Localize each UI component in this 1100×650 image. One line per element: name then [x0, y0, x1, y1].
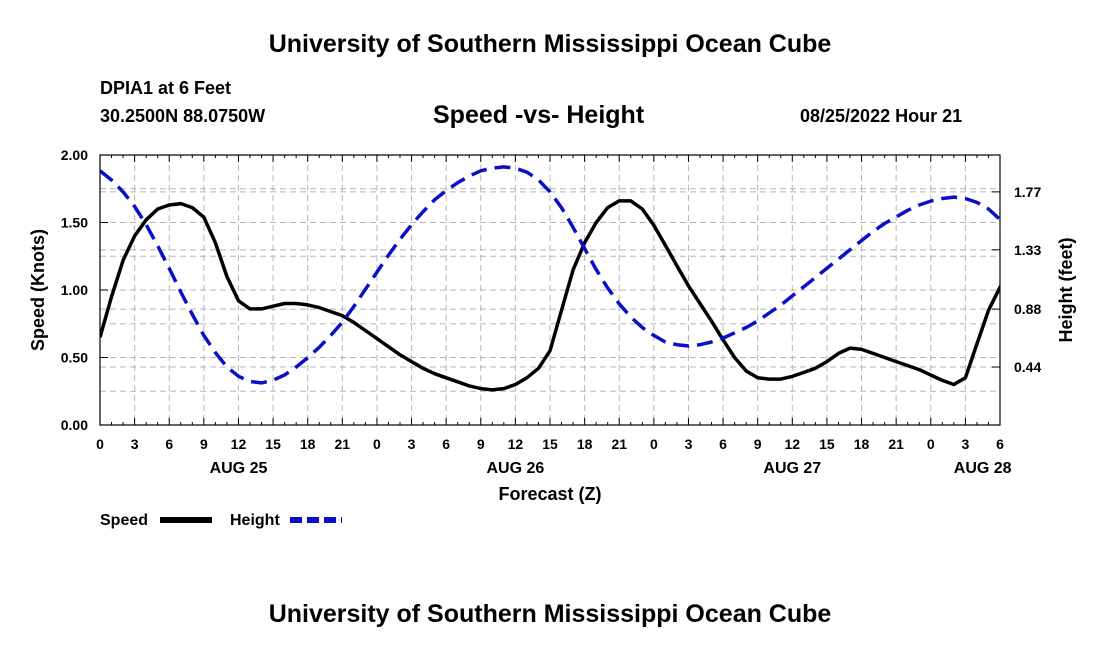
- x-tick-label: 12: [508, 436, 524, 452]
- x-tick-label: 0: [650, 436, 658, 452]
- y-tick-label: 2.00: [61, 147, 88, 163]
- x-date-label: AUG 27: [763, 460, 821, 477]
- x-axis-title: Forecast (Z): [498, 484, 601, 504]
- x-tick-label: 9: [477, 436, 485, 452]
- series-line-height: [100, 165, 1000, 385]
- x-tick-label: 21: [335, 436, 351, 452]
- y-tick-label: 0.50: [61, 350, 88, 366]
- x-tick-label: 18: [577, 436, 593, 452]
- x-tick-label: 9: [200, 436, 208, 452]
- y2-tick-label: 1.77: [1014, 184, 1041, 200]
- y2-tick-label: 0.88: [1014, 301, 1041, 317]
- x-tick-label: 6: [719, 436, 727, 452]
- x-tick-label: 21: [888, 436, 904, 452]
- y-tick-label: 1.00: [61, 282, 88, 298]
- y-axis-title: Speed (Knots): [28, 229, 48, 351]
- x-tick-label: 0: [373, 436, 381, 452]
- forecast-datetime: 08/25/2022 Hour 21: [800, 106, 963, 126]
- station-label: DPIA1 at 6 Feet: [100, 78, 232, 98]
- y-tick-label: 1.50: [61, 215, 88, 231]
- x-date-label: AUG 25: [210, 460, 268, 477]
- x-tick-label: 0: [96, 436, 104, 452]
- x-tick-label: 12: [785, 436, 801, 452]
- x-tick-label: 15: [542, 436, 558, 452]
- y2-tick-label: 0.44: [1014, 359, 1041, 375]
- legend-label-height: Height: [230, 512, 280, 529]
- x-tick-label: 12: [231, 436, 247, 452]
- series-line-speed: [100, 199, 1000, 392]
- x-tick-label: 9: [754, 436, 762, 452]
- x-date-label: AUG 26: [486, 460, 544, 477]
- chart-subtitle: Speed -vs- Height: [433, 101, 645, 129]
- x-tick-label: 0: [927, 436, 935, 452]
- y-tick-label: 0.00: [61, 417, 88, 433]
- x-tick-label: 6: [165, 436, 173, 452]
- x-tick-label: 6: [996, 436, 1004, 452]
- y2-tick-label: 1.33: [1014, 242, 1041, 258]
- x-tick-label: 15: [265, 436, 281, 452]
- x-tick-label: 3: [961, 436, 969, 452]
- x-date-label: AUG 28: [954, 460, 1012, 477]
- x-tick-label: 3: [408, 436, 416, 452]
- x-tick-label: 15: [819, 436, 835, 452]
- legend-label-speed: Speed: [100, 512, 148, 529]
- footer-title: University of Southern Mississippi Ocean…: [268, 600, 832, 628]
- x-tick-label: 6: [442, 436, 450, 452]
- x-tick-label: 3: [685, 436, 693, 452]
- station-coordinates: 30.2500N 88.0750W: [100, 106, 266, 126]
- x-tick-label: 18: [854, 436, 870, 452]
- x-tick-label: 3: [131, 436, 139, 452]
- x-tick-label: 21: [611, 436, 627, 452]
- main-title: University of Southern Mississippi Ocean…: [268, 30, 832, 58]
- x-tick-label: 18: [300, 436, 316, 452]
- y2-axis-title: Height (feet): [1056, 238, 1076, 343]
